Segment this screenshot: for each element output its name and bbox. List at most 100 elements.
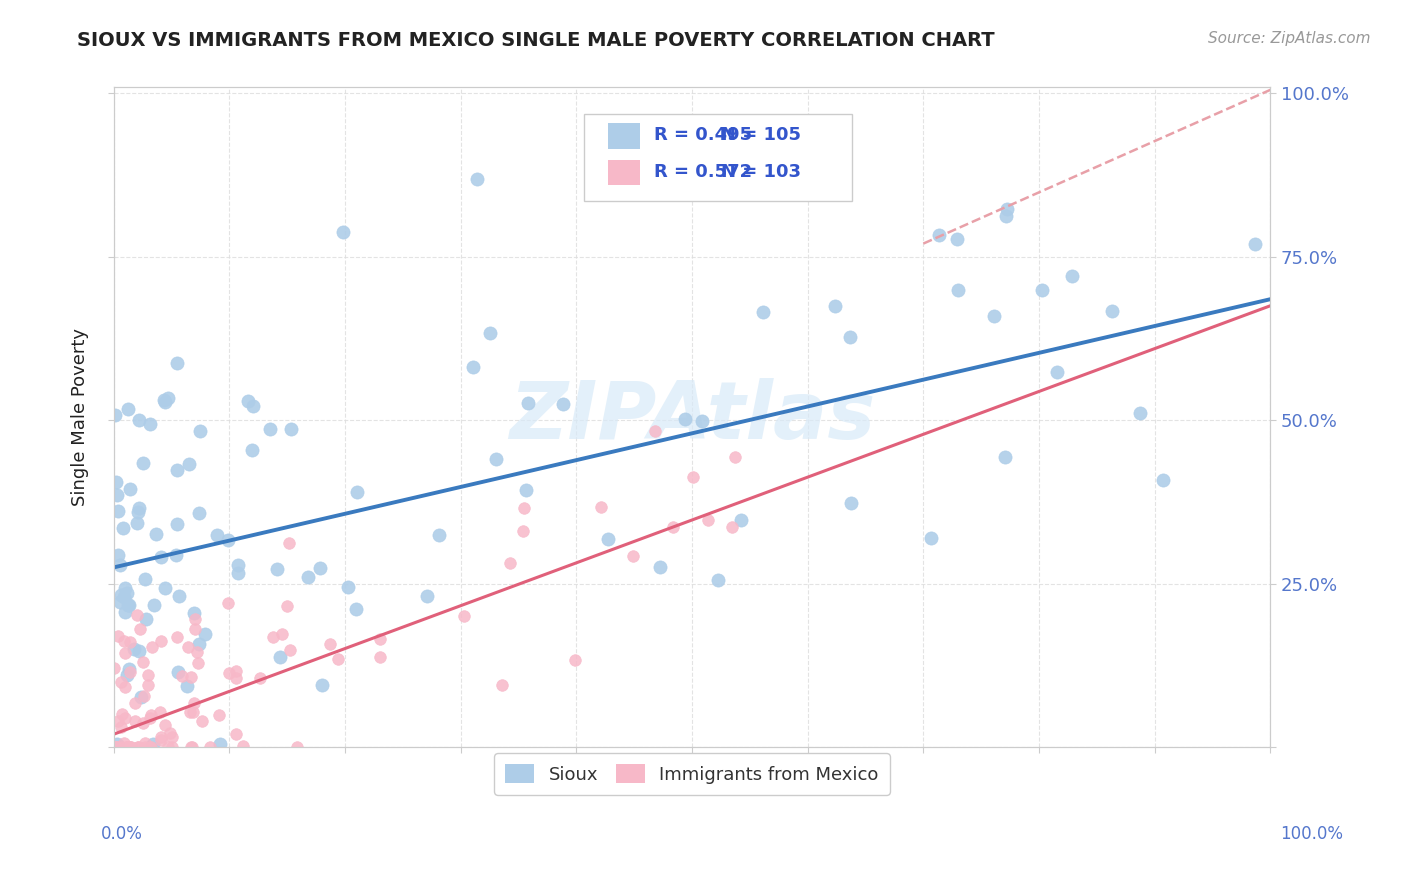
Point (707, 573, 730, 587)
Point (276, 599, 298, 614)
Point (465, 172, 488, 186)
Point (1244, 237, 1267, 252)
Point (208, 707, 231, 722)
Point (517, 395, 540, 409)
Point (673, 411, 696, 425)
Point (478, 326, 501, 340)
Point (662, 520, 685, 534)
Point (166, 631, 188, 645)
Point (139, 708, 162, 723)
Point (564, 653, 586, 667)
Point (128, 501, 150, 516)
Point (194, 627, 217, 641)
Point (236, 394, 259, 409)
Point (128, 643, 150, 657)
Point (277, 536, 299, 550)
Point (648, 559, 671, 574)
Point (117, 586, 139, 600)
Point (285, 740, 308, 755)
Point (145, 526, 167, 541)
Point (142, 598, 165, 612)
Point (309, 560, 332, 574)
Point (512, 524, 534, 539)
Point (112, 590, 135, 604)
Point (149, 705, 172, 719)
Point (127, 504, 149, 518)
Point (346, 484, 368, 499)
Point (107, 548, 129, 562)
Point (297, 570, 319, 584)
Point (271, 627, 294, 641)
Point (498, 556, 520, 570)
Point (108, 595, 131, 609)
Point (177, 457, 200, 471)
Point (920, 531, 942, 545)
Point (170, 668, 193, 682)
Point (138, 740, 160, 755)
Point (183, 622, 205, 636)
Point (946, 283, 969, 297)
Point (150, 730, 173, 744)
Point (269, 649, 291, 664)
FancyBboxPatch shape (607, 160, 640, 185)
Point (188, 637, 211, 651)
Point (491, 678, 513, 692)
Point (112, 736, 135, 750)
Point (259, 421, 281, 435)
Point (134, 572, 156, 586)
Text: Source: ZipAtlas.com: Source: ZipAtlas.com (1208, 31, 1371, 46)
Point (180, 740, 202, 755)
Point (1153, 474, 1175, 488)
Point (180, 670, 202, 684)
Point (115, 668, 138, 682)
Point (135, 612, 157, 626)
Point (108, 558, 131, 572)
Point (141, 640, 163, 655)
Point (117, 740, 139, 755)
Point (240, 442, 263, 457)
Text: ZIPAtlas: ZIPAtlas (509, 378, 875, 456)
Point (149, 634, 172, 648)
Point (228, 558, 250, 573)
Point (136, 668, 159, 682)
Point (104, 740, 127, 755)
Point (839, 495, 862, 509)
Point (105, 737, 128, 751)
Point (118, 635, 141, 649)
Point (153, 718, 176, 732)
Point (198, 740, 221, 755)
Point (485, 452, 508, 467)
Y-axis label: Single Male Poverty: Single Male Poverty (72, 328, 89, 506)
Point (128, 622, 150, 636)
Point (598, 532, 620, 546)
Point (280, 422, 302, 436)
Point (132, 456, 155, 470)
FancyBboxPatch shape (607, 123, 640, 148)
Point (589, 500, 612, 515)
Point (139, 417, 162, 432)
Point (1062, 269, 1084, 284)
Point (115, 740, 138, 755)
Point (188, 506, 211, 520)
Point (1031, 284, 1053, 298)
Point (132, 655, 155, 669)
Point (127, 516, 149, 531)
Point (136, 677, 159, 691)
Point (105, 740, 128, 755)
Point (139, 740, 162, 755)
Point (125, 608, 148, 623)
Point (183, 696, 205, 710)
Legend: Sioux, Immigrants from Mexico: Sioux, Immigrants from Mexico (495, 754, 890, 795)
Point (118, 740, 141, 755)
Point (983, 309, 1005, 323)
Text: R = 0.495: R = 0.495 (654, 127, 752, 145)
Point (225, 671, 247, 685)
Point (117, 402, 139, 417)
Point (344, 602, 367, 616)
Point (1046, 365, 1069, 379)
Point (553, 396, 575, 410)
Point (103, 740, 125, 755)
Point (131, 716, 153, 731)
Point (104, 740, 127, 755)
Point (994, 209, 1017, 223)
